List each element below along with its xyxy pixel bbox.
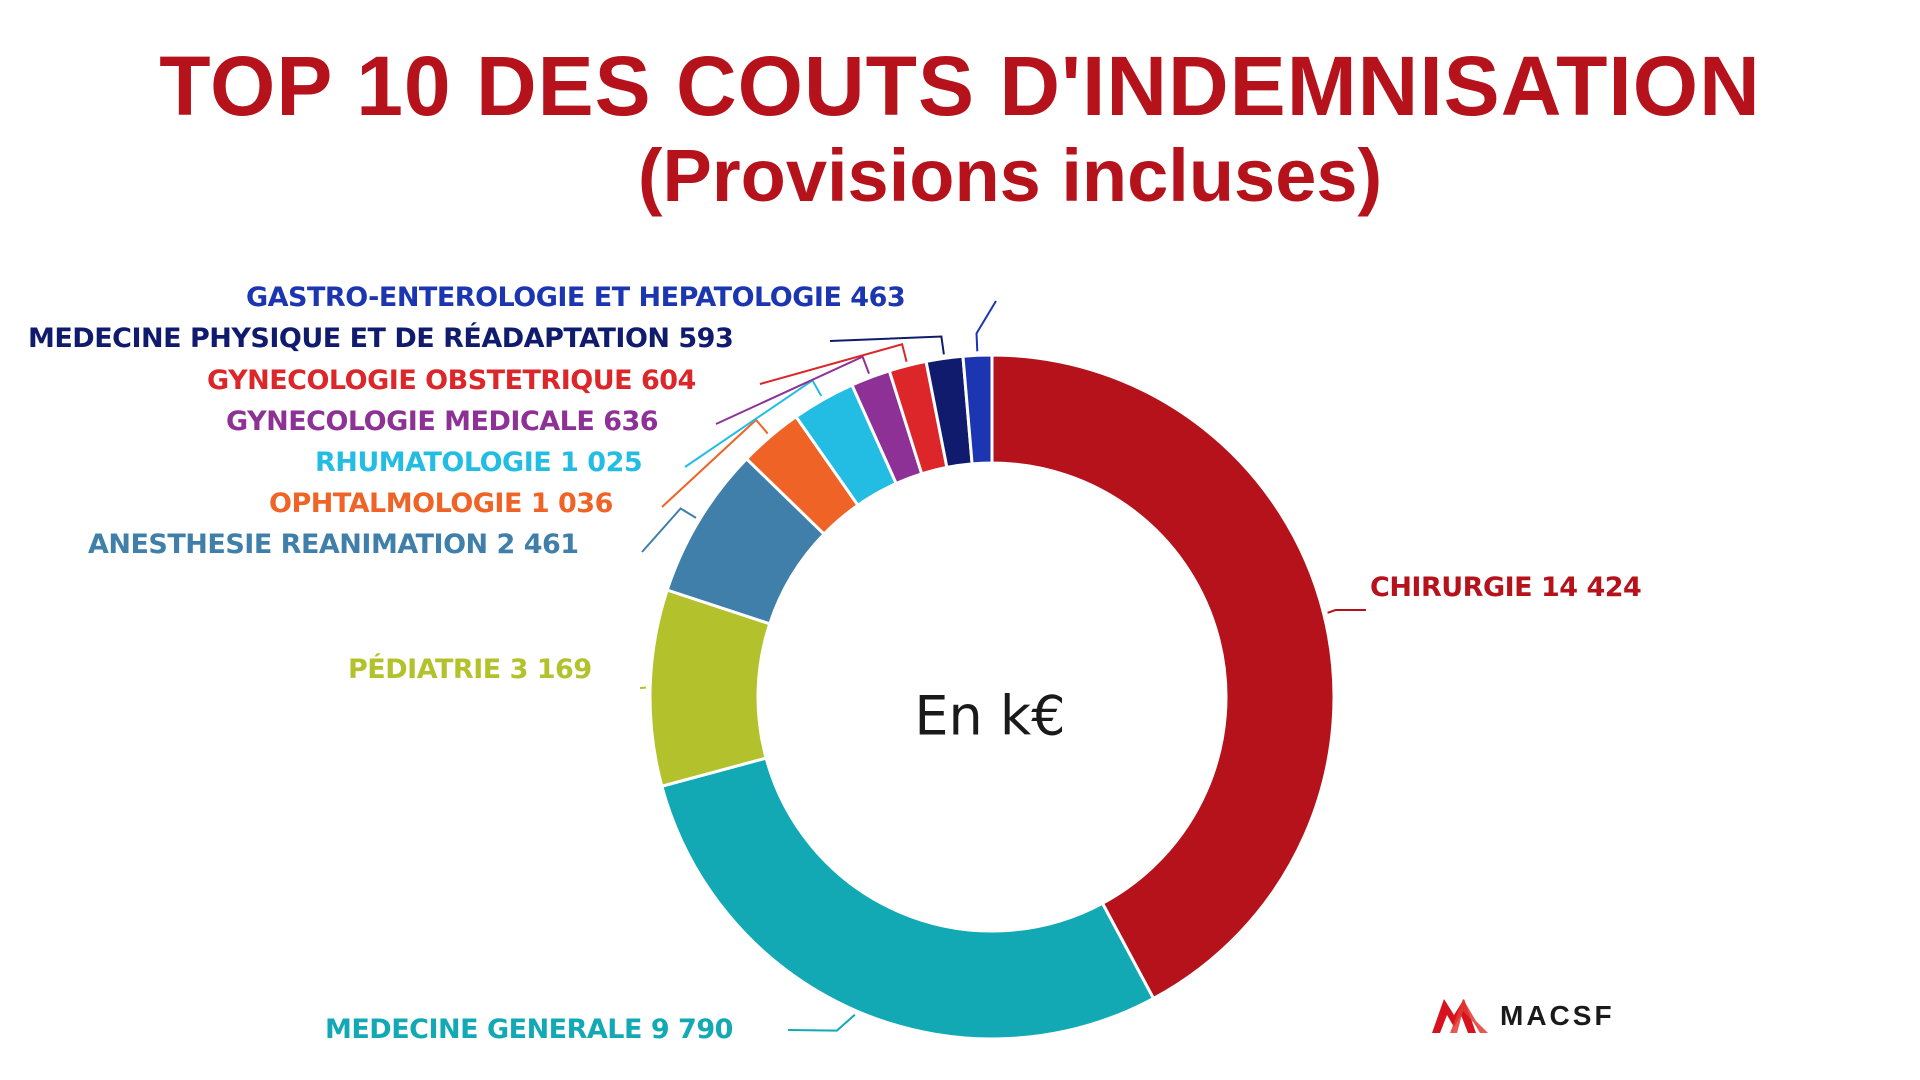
center-label: En k€ bbox=[914, 685, 1065, 748]
slice-1 bbox=[990, 353, 1336, 1001]
slice-label-8: GYNECOLOGIE OBSTETRIQUE 604 bbox=[207, 365, 696, 396]
leader-line-4 bbox=[641, 507, 697, 553]
slices-group bbox=[648, 353, 1336, 1041]
slice-label-4: ANESTHESIE REANIMATION 2 461 bbox=[88, 529, 579, 560]
leader-line-7 bbox=[715, 355, 870, 425]
chart-subtitle: (Provisions incluses) bbox=[637, 134, 1383, 217]
slice-10 bbox=[961, 353, 994, 466]
leader-line-1 bbox=[1327, 609, 1366, 614]
leader-lines-group bbox=[639, 300, 1366, 1032]
slice-label-2: MEDECINE GENERALE 9 790 bbox=[325, 1014, 733, 1045]
leader-line-8 bbox=[759, 343, 908, 385]
slice-label-6: RHUMATOLOGIE 1 025 bbox=[315, 447, 642, 478]
slice-2 bbox=[660, 756, 1156, 1041]
chart-title: TOP 10 DES COUTS D'INDEMNISATION bbox=[159, 39, 1761, 133]
labels-group: CHIRURGIE 14 424 MEDECINE GENERALE 9 790 P… bbox=[28, 282, 1642, 1045]
macsf-logo: MACSF bbox=[1430, 992, 1615, 1040]
slice-label-1: CHIRURGIE 14 424 bbox=[1370, 572, 1641, 603]
slice-label-7: GYNECOLOGIE MEDICALE 636 bbox=[226, 406, 658, 437]
slice-label-9: MEDECINE PHYSIQUE ET DE RÉADAPTATION 593 bbox=[28, 322, 733, 354]
logo-name: MACSF bbox=[1500, 1000, 1615, 1031]
leader-line-10 bbox=[975, 300, 997, 352]
slice-label-3: PÉDIATRIE 3 169 bbox=[348, 653, 592, 685]
leader-line-9 bbox=[829, 335, 945, 355]
slice-label-10: GASTRO-ENTEROLOGIE ET HEPATOLOGIE 463 bbox=[246, 282, 905, 313]
leader-line-2 bbox=[787, 1013, 856, 1032]
macsf-logo-icon bbox=[1432, 999, 1488, 1033]
slice-label-5: OPHTALMOLOGIE 1 036 bbox=[269, 488, 613, 519]
